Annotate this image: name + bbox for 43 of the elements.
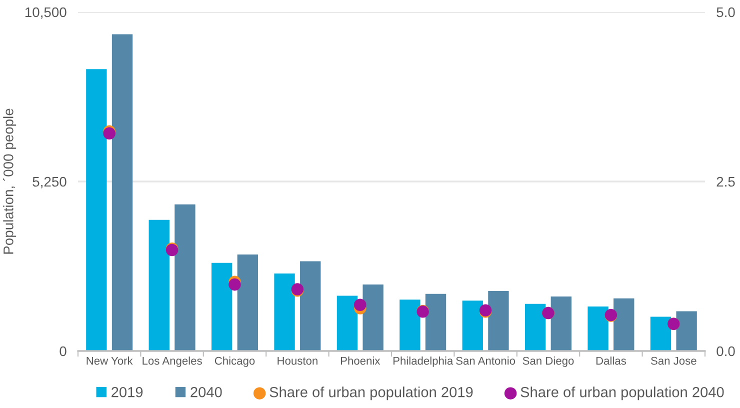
x-tick-label: Houston [278,356,318,365]
bar [614,298,634,351]
bar [336,296,358,351]
x-tick-label: San Diego [522,356,574,367]
bar [237,254,258,351]
y2-tick-label: 5.0 [716,7,735,18]
x-tick-label: New York [86,356,133,365]
legend-label: Share of urban population 2019 [270,386,473,400]
x-tick-label: Dallas [596,356,626,365]
bar [462,300,483,351]
bar [650,316,672,351]
bar [211,262,232,351]
legend-label: 2019 [112,386,143,398]
legend-label: 2040 [190,386,222,398]
point [354,298,366,312]
bar [362,284,384,351]
y-tick-label: 0 [60,346,66,356]
bar [550,296,572,351]
x-tick-label: Chicago [214,356,255,367]
bar [174,204,196,351]
y2-tick-label: 2.5 [716,176,735,187]
x-tick-label: Los Angeles [142,356,202,367]
legend-label: Share of urban population 2040 [520,386,724,400]
bar [86,69,107,351]
bar [300,261,321,351]
y-axis-title: Population, ´000 people [2,108,16,254]
bar [524,304,546,351]
bar [148,220,170,351]
y-tick-label: 5,250 [32,176,66,188]
bar [488,290,509,351]
point [228,278,241,291]
bar [112,34,133,351]
bar [676,311,697,351]
x-tick-label: San Antonio [456,356,516,365]
bar [588,306,608,351]
y-tick-label: 10,500 [25,7,66,19]
bar [425,294,446,351]
x-tick-label: San Jose [650,356,696,365]
bar [400,300,420,351]
bar [274,274,295,351]
x-tick-label: Philadelphia [393,356,454,367]
y2-tick-label: 0.0 [716,346,735,356]
x-tick-label: Phoenix [340,356,380,365]
